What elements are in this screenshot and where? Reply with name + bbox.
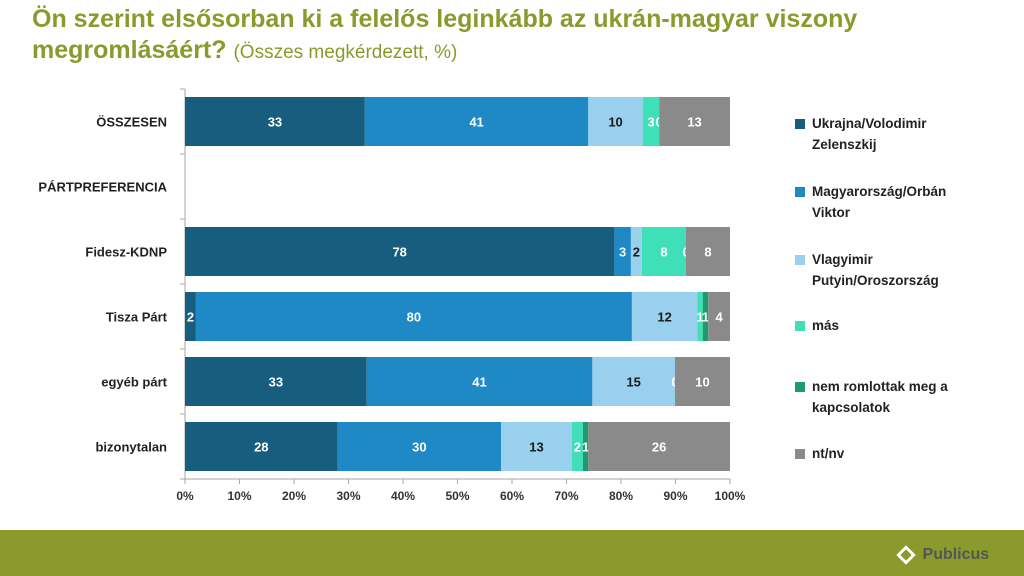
category-label: Fidesz-KDNP [85, 245, 167, 260]
bar-segment [641, 227, 686, 276]
data-label: 28 [254, 440, 268, 455]
x-tick-label: 20% [282, 489, 306, 503]
data-label: 10 [608, 115, 622, 130]
legend-swatch [795, 255, 805, 265]
data-label: 8 [704, 245, 711, 260]
bar-segment [337, 422, 502, 471]
bar-segment [185, 227, 615, 276]
chart-title: Ön szerint elsősorban ki a felelős legin… [32, 4, 1012, 68]
x-tick-label: 70% [554, 489, 578, 503]
bar-segment [631, 292, 698, 341]
category-label: bizonytalan [95, 440, 167, 455]
legend-label: nt/nv [812, 446, 845, 461]
legend-label: nem romlottak meg a kapcsolatok [812, 379, 948, 415]
bar-segment [642, 97, 660, 146]
logo-name: Publicus [922, 546, 990, 563]
legend-swatch [795, 449, 805, 459]
legend-label: Magyarország/Orbán Viktor [812, 184, 946, 220]
x-tick-label: 80% [609, 489, 633, 503]
publicus-logo-icon [892, 542, 919, 568]
legend-label: Vlagyimir Putyin/Oroszország [812, 252, 939, 288]
data-label: 2 [187, 310, 194, 325]
bar-segment [185, 422, 338, 471]
footer-band [0, 530, 1024, 576]
data-label: 26 [652, 440, 666, 455]
data-label: 33 [269, 375, 283, 390]
legend-swatch [795, 187, 805, 197]
category-label: egyéb párt [101, 375, 167, 390]
data-label: 80 [407, 310, 421, 325]
bar-segment [702, 292, 709, 341]
logo-number: 20 [990, 546, 1008, 563]
x-tick-label: 90% [663, 489, 687, 503]
data-label: 15 [626, 375, 640, 390]
bar-segment [674, 357, 730, 406]
bar-segment [185, 97, 365, 146]
data-label: 30 [412, 440, 426, 455]
x-tick-label: 30% [336, 489, 360, 503]
data-label: 10 [695, 375, 709, 390]
data-label: 12 [657, 310, 671, 325]
data-label: 41 [469, 115, 483, 130]
x-tick-label: 0% [176, 489, 194, 503]
x-tick-label: 10% [227, 489, 251, 503]
data-label: 3 [619, 245, 626, 260]
data-label: 2 [574, 440, 581, 455]
data-label: 13 [687, 115, 701, 130]
bar-segment [364, 97, 589, 146]
data-label: 8 [660, 245, 667, 260]
legend-swatch [795, 321, 805, 331]
data-label: 1 [702, 310, 709, 325]
data-label: 3 [647, 115, 654, 130]
x-tick-label: 50% [445, 489, 469, 503]
legend-label: más [812, 318, 839, 333]
data-label: 78 [392, 245, 406, 260]
bar-segment [659, 97, 730, 146]
x-tick-label: 100% [715, 489, 746, 503]
legend-swatch [795, 119, 805, 129]
bar-segment [571, 422, 583, 471]
bar-segment [614, 227, 631, 276]
data-label: 2 [633, 245, 640, 260]
bar-segment [366, 357, 593, 406]
legend-label: Ukrajna/Volodimir Zelenszkij [812, 116, 927, 152]
bar-segment [588, 422, 730, 471]
data-label: 1 [582, 440, 589, 455]
legend-swatch [795, 382, 805, 392]
category-label: PÁRTPREFERENCIA [38, 180, 167, 195]
category-label: Tisza Párt [106, 310, 168, 325]
x-tick-label: 60% [500, 489, 524, 503]
bar-segment [501, 422, 572, 471]
bar-segment [185, 292, 196, 341]
bar-segment [185, 357, 367, 406]
data-label: 4 [715, 310, 723, 325]
bar-segment [630, 227, 642, 276]
bar-segment [592, 357, 675, 406]
stacked-bar-chart: 0% 10% 20% 30% 40% 50% 60% 70% 80% 90% 100% ÖSSZESE… [38, 88, 948, 503]
x-tick-label: 40% [391, 489, 415, 503]
data-label: 41 [472, 375, 486, 390]
data-label: 1 [696, 310, 703, 325]
data-label: 33 [268, 115, 282, 130]
publicus-logo: Publicus 20 [892, 540, 1008, 570]
data-label: 13 [529, 440, 543, 455]
bar-segment [588, 97, 643, 146]
title-main: Ön szerint elsősorban ki a felelős legin… [32, 5, 858, 64]
title-subtitle: (Összes megkérdezett, %) [233, 42, 458, 63]
category-label: ÖSSZESEN [96, 115, 167, 130]
bar-segment [582, 422, 589, 471]
bar-segment [195, 292, 632, 341]
bar-segment [685, 227, 730, 276]
bar-segment [697, 292, 703, 341]
bar-segment [708, 292, 730, 341]
